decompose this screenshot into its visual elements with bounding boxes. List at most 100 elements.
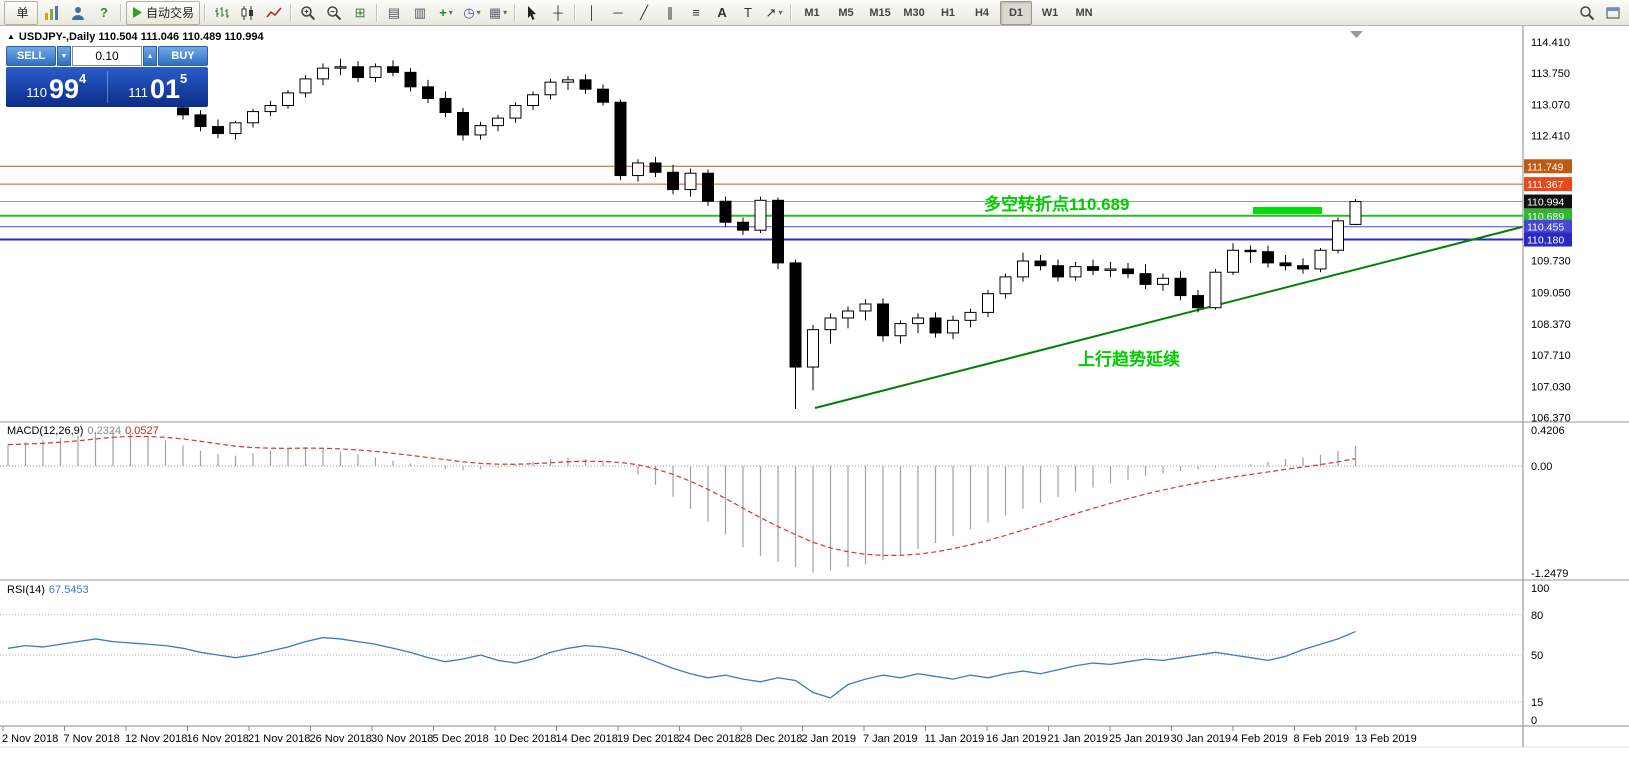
macd-indicator-label: MACD(12,26,9) 0.2324 0.0527: [7, 425, 159, 437]
svg-text:16 Jan 2019: 16 Jan 2019: [986, 733, 1047, 745]
zoom-in-icon[interactable]: [296, 1, 320, 25]
svg-text:10 Dec 2018: 10 Dec 2018: [494, 733, 556, 745]
buy-button[interactable]: BUY: [158, 46, 208, 66]
tf-m5[interactable]: M5: [838, 6, 854, 19]
label-icon[interactable]: T: [744, 5, 752, 20]
sell-price[interactable]: 110 99 4: [6, 67, 107, 107]
arrows-icon[interactable]: ↗ ▾: [765, 5, 783, 20]
vertical-line-icon[interactable]: │: [587, 5, 597, 20]
tile-windows-icon[interactable]: ⊞: [354, 5, 366, 20]
tf-h4[interactable]: H4: [974, 6, 990, 19]
symbol-line: ▲ USDJPY-,Daily 110.504 111.046 110.489 1…: [7, 31, 264, 43]
zoom-out-icon[interactable]: [322, 1, 346, 25]
svg-text:13 Feb 2019: 13 Feb 2019: [1355, 733, 1417, 745]
svg-text:21 Nov 2018: 21 Nov 2018: [248, 733, 310, 745]
pivot-annotation[interactable]: 多空转折点110.689: [984, 195, 1130, 214]
sell-price-pip: 4: [79, 71, 87, 86]
toolbar-separator: [376, 3, 379, 22]
fibonacci-icon[interactable]: ≡: [692, 5, 700, 20]
cursor-icon[interactable]: [520, 1, 544, 25]
lot-increase-button[interactable]: ▲: [143, 46, 157, 66]
svg-text:100: 100: [1531, 583, 1549, 595]
svg-text:7 Nov 2018: 7 Nov 2018: [64, 733, 120, 745]
time-axis: 2 Nov 2018 7 Nov 2018 12 Nov 2018 16 Nov 20…: [2, 726, 1417, 745]
tf-h1[interactable]: H1: [940, 6, 956, 19]
add-indicator-button[interactable]: + ▾: [439, 5, 453, 20]
toolbar-separator: [790, 3, 793, 22]
svg-text:112.410: 112.410: [1531, 130, 1570, 142]
svg-text:8 Feb 2019: 8 Feb 2019: [1294, 733, 1350, 745]
svg-text:110.455: 110.455: [1527, 222, 1564, 234]
trendline-icon[interactable]: ╱: [640, 5, 648, 20]
svg-text:111.749: 111.749: [1527, 161, 1564, 173]
svg-text:25 Jan 2019: 25 Jan 2019: [1109, 733, 1170, 745]
horizontal-line-icon[interactable]: ─: [613, 5, 623, 20]
svg-text:114.410: 114.410: [1531, 37, 1570, 49]
chart-list-icon[interactable]: ▥: [413, 5, 427, 20]
line-chart-icon[interactable]: [262, 1, 286, 25]
drawn-objects: [814, 207, 1523, 409]
tf-w1[interactable]: W1: [1041, 6, 1059, 19]
tf-d1[interactable]: D1: [1000, 0, 1033, 25]
rsi-value: 67.5453: [48, 584, 89, 596]
svg-text:24 Dec 2018: 24 Dec 2018: [679, 733, 741, 745]
tf-m15[interactable]: M15: [869, 6, 891, 19]
svg-text:80: 80: [1531, 610, 1543, 622]
svg-text:16 Nov 2018: 16 Nov 2018: [187, 733, 249, 745]
trade-panel-prices: 110 99 4 111 01 5: [6, 67, 208, 107]
candles-layer: [177, 31, 1363, 410]
trend-annotation[interactable]: 上行趋势延续: [1078, 350, 1180, 369]
sell-price-big: 99: [48, 74, 80, 104]
price-divider: [106, 71, 108, 103]
macd-name: MACD(12,26,9): [7, 425, 84, 437]
svg-text:107.710: 107.710: [1531, 350, 1571, 362]
toolbar-separator: [120, 3, 122, 22]
rsi-name: RSI(14): [7, 584, 45, 596]
expand-icon[interactable]: [1601, 1, 1625, 25]
svg-text:5 Dec 2018: 5 Dec 2018: [433, 733, 489, 745]
macd-main-value: 0.2324: [87, 425, 122, 437]
svg-text:30 Nov 2018: 30 Nov 2018: [371, 733, 433, 745]
buy-price-pip: 5: [180, 71, 188, 86]
lot-size-input[interactable]: [72, 46, 142, 66]
price-level-lines: [0, 165, 1523, 241]
tf-m30[interactable]: M30: [903, 6, 925, 19]
crosshair-icon[interactable]: ┼: [553, 5, 563, 20]
candle-chart-icon[interactable]: [236, 1, 260, 25]
templates-button[interactable]: ▦ ▾: [488, 5, 508, 20]
rsi-layer: [0, 614, 1523, 703]
new-order-button[interactable]: 单: [4, 0, 38, 25]
svg-text:113.750: 113.750: [1531, 68, 1570, 80]
svg-text:108.370: 108.370: [1531, 319, 1571, 331]
lot-decrease-button[interactable]: ▼: [57, 46, 71, 66]
price-axis: 114.410 113.750 113.070 112.410 109.730 109.0…: [1524, 37, 1572, 727]
profile-icon[interactable]: [66, 1, 90, 25]
sell-button[interactable]: SELL: [6, 46, 56, 66]
buy-price-big: 01: [149, 74, 181, 104]
svg-text:26 Nov 2018: 26 Nov 2018: [310, 733, 372, 745]
buy-price[interactable]: 111 01 5: [108, 67, 209, 107]
svg-text:11 Jan 2019: 11 Jan 2019: [925, 733, 985, 745]
bar-chart-icon[interactable]: [210, 1, 234, 25]
svg-text:113.070: 113.070: [1531, 100, 1570, 112]
svg-text:30 Jan 2019: 30 Jan 2019: [1171, 733, 1232, 745]
svg-text:106.370: 106.370: [1531, 412, 1571, 424]
channel-icon[interactable]: ∥: [666, 5, 674, 20]
tf-mn[interactable]: MN: [1075, 6, 1093, 19]
text-icon[interactable]: A: [717, 5, 727, 20]
charts-icon[interactable]: [40, 1, 64, 25]
tf-m1[interactable]: M1: [804, 6, 820, 19]
svg-text:107.030: 107.030: [1531, 382, 1571, 394]
collapse-trade-panel-icon[interactable]: ▲: [7, 32, 15, 41]
search-icon[interactable]: [1575, 1, 1599, 25]
periods-button[interactable]: ◷ ▾: [463, 5, 481, 20]
new-chart-icon[interactable]: ▤: [387, 5, 401, 20]
svg-text:2 Nov 2018: 2 Nov 2018: [2, 733, 58, 745]
help-icon[interactable]: ?: [100, 5, 108, 20]
autotrade-button[interactable]: 自动交易: [126, 0, 201, 25]
svg-text:21 Jan 2019: 21 Jan 2019: [1048, 733, 1109, 745]
toolbar: 单? 自动交易 ⊞ ▤ ▥ + ▾ ◷ ▾ ▦ ▾ ┼ │ ─ ╱ ∥ ≡ A T ↗ ▾ M1 M5 M15 M30 H1 H4 D…: [0, 0, 1629, 26]
toolbar-separator: [290, 3, 293, 22]
